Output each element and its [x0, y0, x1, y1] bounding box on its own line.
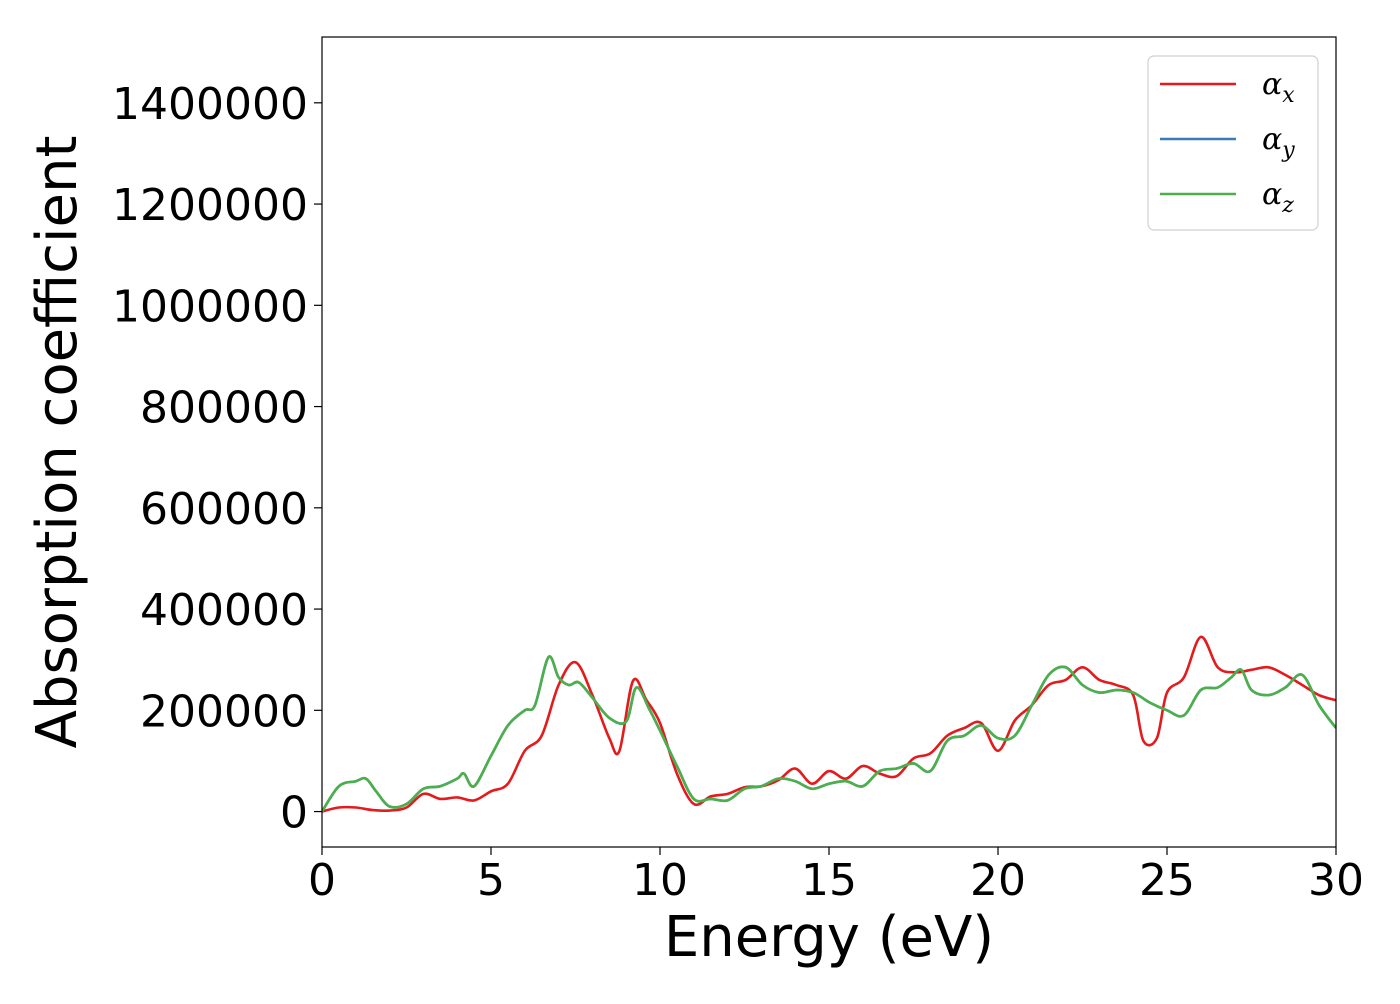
x-axis: 0 5 10 15 20 25 30	[308, 847, 1364, 906]
y-tick-label: 800000	[140, 383, 308, 434]
y-tick-label: 0	[280, 788, 308, 839]
y-tick-label: 200000	[140, 686, 308, 737]
legend-subscript-y: y	[1281, 138, 1295, 163]
legend-box	[1147, 55, 1319, 231]
x-axis-title: Energy (eV)	[664, 905, 994, 970]
y-axis: 0 200000 400000 600000 800000 1000000 1200000 1…	[112, 79, 322, 839]
y-tick-label: 1200000	[112, 180, 308, 231]
y-axis-title: Absorption coefficient	[25, 136, 90, 749]
x-tick-label: 20	[970, 855, 1026, 906]
x-tick-label: 10	[632, 855, 688, 906]
series-layer	[322, 635, 1336, 813]
x-tick-label: 0	[308, 855, 336, 906]
legend-label-y: αy	[1262, 122, 1295, 163]
x-tick-label: 30	[1308, 855, 1364, 906]
x-tick-label: 15	[801, 855, 857, 906]
y-tick-label: 1400000	[112, 79, 308, 130]
y-tick-label: 600000	[140, 484, 308, 535]
x-tick-label: 5	[477, 855, 505, 906]
y-tick-label: 1000000	[112, 281, 308, 332]
series-line-x	[322, 635, 1336, 813]
y-tick-label: 400000	[140, 585, 308, 636]
legend-subscript-z: z	[1281, 193, 1294, 218]
legend-subscript-x: x	[1282, 83, 1295, 108]
series-line-z	[322, 655, 1336, 813]
x-tick-label: 25	[1139, 855, 1195, 906]
